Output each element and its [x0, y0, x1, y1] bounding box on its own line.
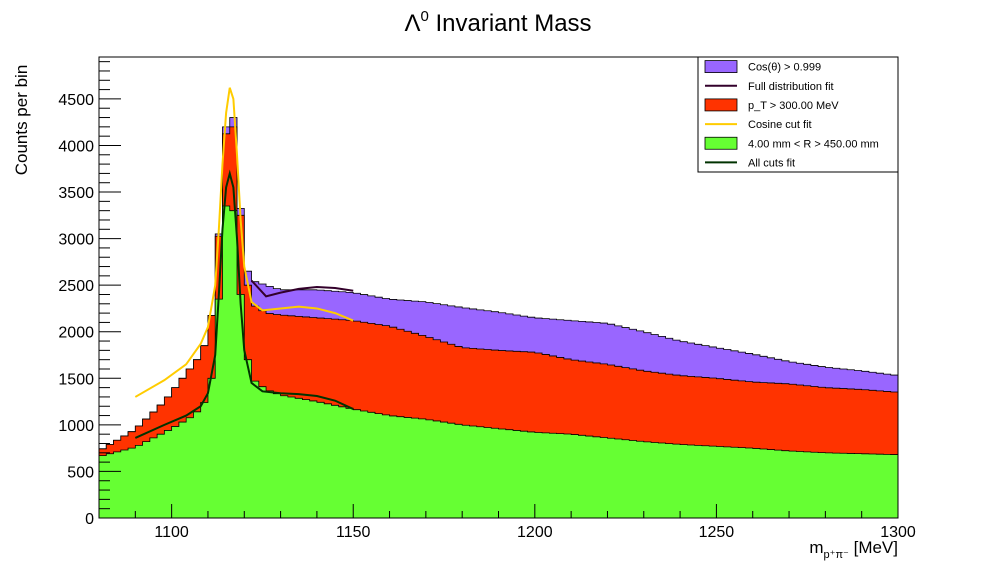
legend-label: All cuts fit [748, 157, 795, 169]
legend-label: Cosine cut fit [748, 119, 812, 131]
legend-entry-cosine-cut-fit: Cosine cut fit [705, 119, 812, 131]
y-tick-label: 4500 [58, 92, 94, 109]
x-axis-label-unit: [MeV] [849, 538, 898, 557]
y-tick-label: 4000 [58, 138, 94, 155]
histogram-layer [98, 117, 899, 519]
y-tick-label: 3500 [58, 185, 94, 202]
y-tick-label: 500 [67, 464, 94, 481]
legend-entry-cos-0-999: Cos(θ) > 0.999 [704, 60, 821, 74]
chart-title: Λ0 Invariant Mass [404, 8, 591, 37]
fit-layer [134, 87, 354, 439]
y-tick-label: 3000 [58, 232, 94, 249]
fit-curve-full-distribution-fit [250, 279, 354, 298]
chart-title-rest: Invariant Mass [429, 10, 592, 37]
legend-box [697, 56, 899, 173]
x-tick-label: 1200 [517, 524, 553, 541]
legend-entry-p-t-300-00-mev: p_T > 300.00 MeV [704, 98, 839, 112]
x-tick-label: 1300 [880, 524, 916, 541]
x-tick-label: 1250 [699, 524, 735, 541]
legend-swatch [704, 98, 738, 112]
legend-label: p_T > 300.00 MeV [748, 100, 839, 112]
legend-entry-all-cuts-fit: All cuts fit [705, 157, 795, 169]
histogram-4-00-mm-r-450-00-mm [98, 205, 899, 519]
legend-entry-full-distribution-fit: Full distribution fit [705, 81, 834, 93]
y-tick-label: 0 [85, 511, 94, 528]
legend-swatch [704, 136, 738, 150]
legend-label: Cos(θ) > 0.999 [748, 62, 821, 74]
x-axis-label-subscript: p⁺π⁻ [824, 549, 850, 561]
legend: Cos(θ) > 0.999 Full distribution fit p_T >… [697, 56, 899, 173]
y-tick-label: 2500 [58, 278, 94, 295]
legend-entry-4-00-mm-r-450-00-mm: 4.00 mm < R > 450.00 mm [704, 136, 879, 150]
legend-label: 4.00 mm < R > 450.00 mm [748, 138, 879, 150]
fit-curve-all-cuts-fit [134, 169, 354, 439]
y-axis-label: Counts per bin [12, 65, 31, 176]
legend-label: Full distribution fit [748, 81, 834, 93]
x-tick-label: 1100 [154, 524, 189, 541]
y-tick-label: 1000 [58, 418, 94, 435]
x-axis-label: mp⁺π⁻ [MeV] [809, 538, 898, 561]
legend-swatch [704, 60, 738, 73]
x-axis-label-main: m [809, 538, 823, 557]
y-tick-label: 2000 [58, 325, 94, 342]
x-tick-label: 1150 [336, 524, 371, 541]
chart-title-superscript: 0 [420, 8, 428, 25]
y-tick-label: 1500 [58, 371, 94, 388]
axis-layer: 1100 1150 1200 1250 1300 0 500 1000 1500 2000 2500… [58, 61, 916, 541]
fit-curve-cosine-cut-fit [134, 87, 354, 398]
chart-title-lambda: Λ [404, 10, 420, 37]
